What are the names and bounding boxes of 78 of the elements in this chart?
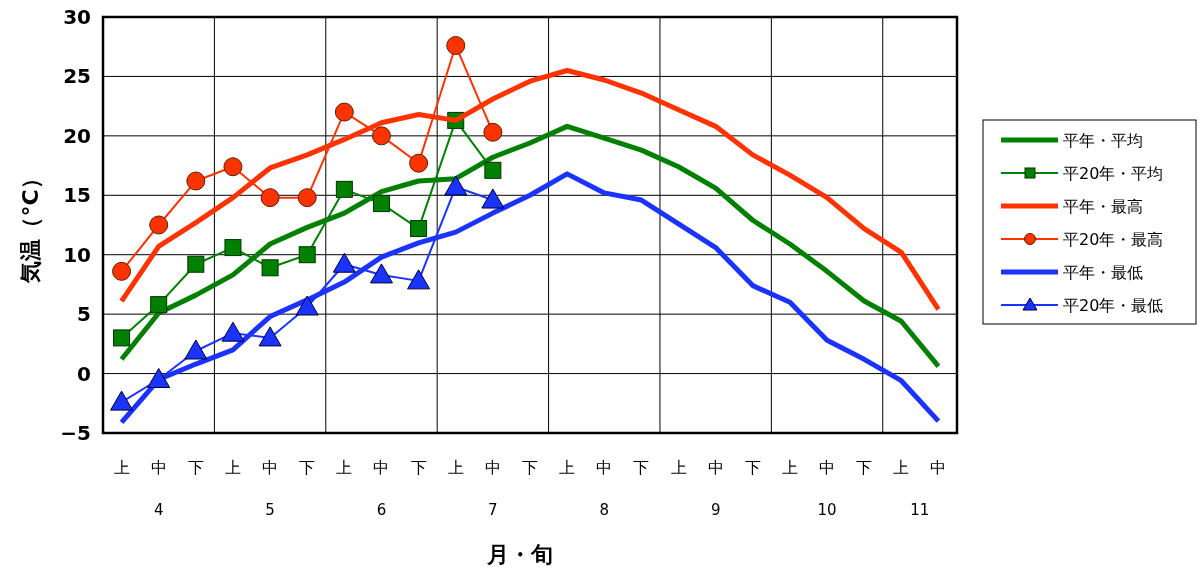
x-tick-label: 下: [856, 458, 873, 477]
x-tick-label: 下: [744, 458, 761, 477]
text: 11: [910, 501, 930, 519]
x-tick-label: 中: [484, 458, 501, 477]
x-tick-label: 上: [113, 458, 130, 477]
point: [298, 246, 316, 264]
y-tick-label: 15: [63, 183, 91, 208]
point: [186, 171, 206, 191]
text: 4: [153, 501, 164, 519]
x-tick-label: 中: [596, 458, 613, 477]
y-axis-title: 気温（°C）: [18, 167, 43, 284]
point: [261, 259, 279, 277]
legend-label: 平年・平均: [1063, 130, 1143, 150]
legend-label: 平年・最低: [1063, 262, 1143, 282]
x-tick-label: 中: [262, 458, 279, 477]
x-tick-label: 上: [336, 458, 353, 477]
point: [371, 126, 391, 146]
point: [295, 295, 319, 316]
x-tick-label: 下: [299, 458, 316, 477]
point: [223, 157, 243, 177]
text: 7: [488, 501, 498, 519]
point: [258, 326, 282, 347]
point: [224, 239, 242, 257]
y-tick-label: 25: [63, 64, 91, 89]
x-tick-label: 中: [150, 458, 167, 477]
y-tick-label: 5: [77, 302, 91, 327]
point: [484, 161, 502, 179]
point: [221, 321, 245, 342]
x-tick-label: 中: [707, 458, 724, 477]
x-tick-label: 中: [930, 458, 947, 477]
x-tick-label: 下: [187, 458, 204, 477]
legend-label: 平20年・最高: [1063, 229, 1164, 249]
legend-label: 平20年・最低: [1063, 295, 1164, 315]
point: [372, 195, 390, 213]
x-tick-label: 上: [447, 458, 464, 477]
point: [184, 339, 208, 360]
text: 9: [710, 501, 721, 519]
y-tick-label: 0: [77, 361, 91, 386]
point: [483, 122, 503, 142]
x-tick-label: 上: [670, 458, 687, 477]
x-axis-title: 月・旬: [486, 542, 553, 567]
point: [409, 153, 429, 173]
point: [260, 188, 280, 208]
point: [149, 215, 169, 235]
y-tick-label: 30: [63, 5, 91, 29]
point: [110, 390, 134, 411]
point: [446, 36, 466, 56]
point: [481, 188, 505, 209]
text: 10: [817, 501, 837, 519]
x-tick-label: 中: [373, 458, 390, 477]
legend-label: 平20年・平均: [1063, 163, 1164, 183]
legend-label: 平年・最高: [1063, 196, 1143, 216]
point: [334, 102, 354, 122]
x-tick-label: 下: [633, 458, 650, 477]
x-tick-label: 上: [224, 458, 241, 477]
point: [369, 263, 393, 284]
y-tick-label: 20: [63, 123, 91, 148]
point: [297, 188, 317, 208]
point: [187, 255, 205, 273]
point: [335, 180, 353, 198]
point: [112, 261, 132, 281]
y-tick-label: −5: [60, 421, 91, 445]
text: 6: [376, 501, 387, 519]
point: [113, 329, 131, 347]
x-tick-label: 中: [819, 458, 836, 477]
point: [407, 269, 431, 290]
point: [444, 175, 468, 196]
x-tick-label: 上: [559, 458, 576, 477]
text: 8: [599, 501, 610, 519]
x-tick-label: 下: [522, 458, 538, 477]
x-tick-label: 下: [410, 458, 427, 477]
point: [410, 220, 428, 238]
point: [332, 252, 356, 273]
text: 5: [265, 501, 275, 519]
x-tick-label: 上: [893, 458, 910, 477]
x-tick-label: 上: [781, 458, 798, 477]
y-tick-label: 10: [63, 242, 91, 267]
point: [150, 296, 168, 314]
